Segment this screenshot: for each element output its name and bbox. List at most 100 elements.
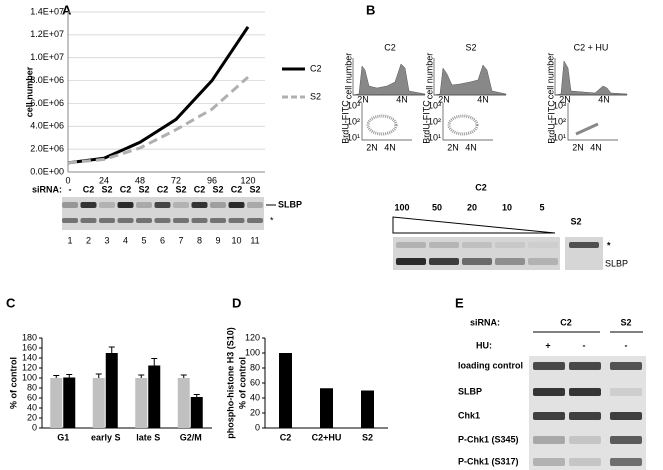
lane-label: S2 bbox=[212, 184, 223, 194]
legend-label: S2 bbox=[310, 91, 321, 101]
band bbox=[610, 412, 642, 420]
blot-title: C2 bbox=[475, 182, 487, 192]
band bbox=[247, 218, 263, 223]
y-tick-label: 20 bbox=[27, 412, 37, 422]
band bbox=[228, 218, 245, 223]
band-label: SLBP bbox=[605, 258, 628, 268]
bar bbox=[148, 365, 161, 428]
x-tick-label: 4N bbox=[384, 142, 396, 152]
x-tick-label: C2 bbox=[280, 432, 292, 442]
band bbox=[462, 242, 492, 248]
x-tick-label: C2+HU bbox=[312, 432, 342, 442]
band bbox=[495, 242, 525, 248]
y-axis-label: BrdU-FITC bbox=[421, 100, 431, 144]
band bbox=[117, 218, 134, 223]
band bbox=[569, 458, 601, 466]
y-tick-label: 10² bbox=[428, 116, 441, 126]
band bbox=[154, 218, 171, 223]
band bbox=[462, 258, 492, 265]
band bbox=[210, 218, 226, 223]
band-label: * bbox=[607, 240, 611, 250]
band bbox=[191, 202, 208, 208]
y-axis-label: cell number bbox=[424, 53, 434, 100]
y-tick-label: 10³ bbox=[553, 100, 566, 110]
axis bbox=[361, 103, 412, 141]
line-series bbox=[67, 26, 250, 165]
band bbox=[533, 388, 565, 396]
band bbox=[495, 258, 525, 265]
lane-number: 11 bbox=[250, 235, 259, 245]
lane-number: 5 bbox=[141, 235, 146, 245]
band bbox=[533, 436, 565, 444]
panel-label: A bbox=[62, 2, 72, 17]
y-tick-label: 0 bbox=[32, 422, 37, 432]
band bbox=[533, 362, 565, 370]
row-label: HU: bbox=[476, 340, 492, 350]
error-bar bbox=[193, 394, 200, 397]
band bbox=[173, 218, 189, 223]
bar bbox=[135, 378, 148, 428]
band bbox=[62, 218, 78, 223]
y-axis-label: cell number bbox=[24, 66, 34, 117]
x-tick-label: 2N bbox=[572, 142, 584, 152]
scatter-cloud bbox=[366, 114, 398, 136]
x-tick-label: late S bbox=[136, 432, 160, 442]
error-bar bbox=[151, 358, 158, 366]
lane-label: S2 bbox=[249, 184, 260, 194]
error-bar bbox=[180, 374, 187, 378]
group-label: S2 bbox=[620, 317, 631, 327]
band bbox=[569, 436, 601, 444]
lane-number: 9 bbox=[215, 235, 220, 245]
lane-label: 20 bbox=[467, 202, 477, 212]
row-label: loading control bbox=[458, 360, 523, 370]
y-tick-label: 140 bbox=[22, 352, 37, 362]
band bbox=[528, 242, 558, 248]
y-tick-label: 0.0E+00 bbox=[30, 166, 64, 176]
band bbox=[429, 258, 459, 265]
axis bbox=[567, 103, 618, 141]
y-tick-label: 120 bbox=[245, 332, 260, 342]
axis bbox=[433, 58, 506, 96]
lane-label: 10 bbox=[502, 202, 512, 212]
group-label: C2 bbox=[560, 317, 572, 327]
band bbox=[528, 258, 558, 265]
y-tick-label: 80 bbox=[250, 362, 260, 372]
row-label: Chk1 bbox=[458, 410, 480, 420]
histogram bbox=[554, 60, 628, 96]
scatter-cloud bbox=[447, 114, 479, 136]
error-bar bbox=[138, 374, 145, 378]
blot bbox=[565, 237, 603, 270]
control-label: S2 bbox=[570, 216, 581, 226]
x-tick-label: G1 bbox=[57, 432, 69, 442]
band bbox=[569, 362, 601, 370]
y-axis-label: BrdU-FITC bbox=[340, 100, 350, 144]
band bbox=[533, 412, 565, 420]
y-tick-label: 100 bbox=[22, 372, 37, 382]
band bbox=[62, 202, 78, 208]
y-tick-label: 10¹ bbox=[347, 132, 360, 142]
error-bar bbox=[95, 373, 102, 378]
column-title: C2 + HU bbox=[574, 42, 609, 52]
axis bbox=[554, 58, 627, 96]
band-label: SLBP bbox=[278, 199, 302, 209]
y-tick-label: 60 bbox=[250, 377, 260, 387]
band bbox=[569, 242, 599, 248]
y-tick-label: 6.0E+06 bbox=[30, 98, 64, 108]
x-tick-label: 4N bbox=[396, 94, 408, 104]
panel-label: D bbox=[232, 295, 241, 310]
histogram bbox=[433, 64, 507, 96]
band bbox=[610, 436, 642, 444]
bar bbox=[92, 378, 105, 428]
lane-label: S2 bbox=[101, 184, 112, 194]
y-tick-label: 100 bbox=[245, 347, 260, 357]
x-tick-label: G2/M bbox=[180, 432, 202, 442]
lane-label: + bbox=[545, 340, 550, 350]
y-tick-label: 10² bbox=[553, 116, 566, 126]
lane-label: 5 bbox=[539, 202, 544, 212]
lane-label: 50 bbox=[432, 202, 442, 212]
band bbox=[396, 242, 426, 248]
y-tick-label: 80 bbox=[27, 382, 37, 392]
axis bbox=[352, 58, 425, 96]
lane-label: C2 bbox=[194, 184, 206, 194]
